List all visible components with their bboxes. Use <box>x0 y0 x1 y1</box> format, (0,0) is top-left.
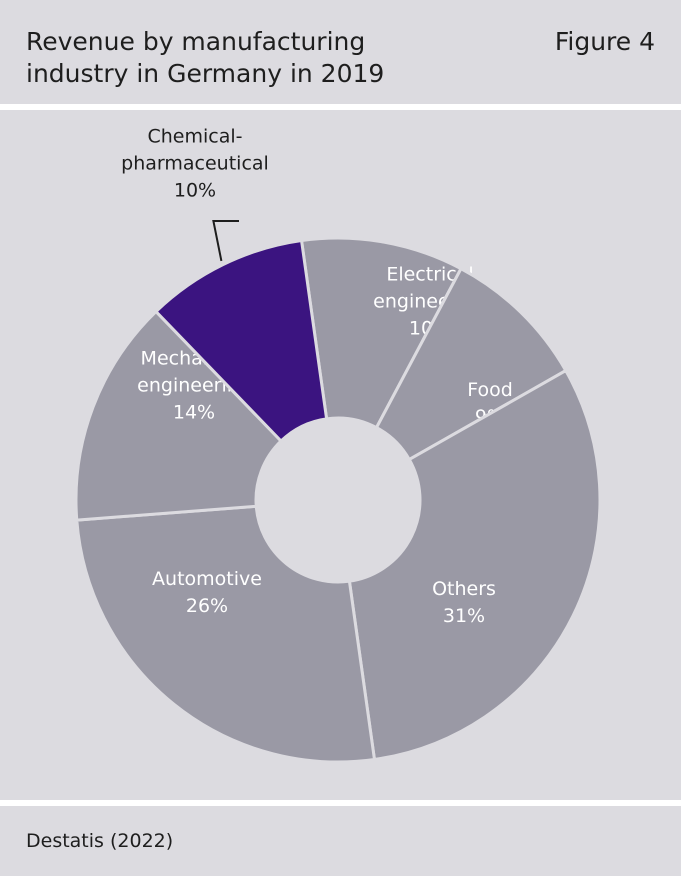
chart-title-line-2: industry in Germany in 2019 <box>26 59 385 88</box>
chart-title: Revenue by manufacturing industry in Ger… <box>26 26 506 90</box>
pie-slice <box>75 504 377 764</box>
slice-value-label: 10% <box>174 180 216 202</box>
slice-value-label: 14% <box>173 402 215 424</box>
source-note: Destatis (2022) <box>26 830 174 852</box>
pie-slice <box>74 309 284 522</box>
pie-slice <box>347 368 602 762</box>
pie-slice <box>153 238 329 444</box>
slice-value-label: 26% <box>186 595 228 617</box>
figure-label: Figure 4 <box>554 27 655 56</box>
chart-title-line-1: Revenue by manufacturing <box>26 27 366 56</box>
slice-category-label: pharmaceutical <box>121 153 269 175</box>
slice-category-label: Electrical <box>386 264 473 286</box>
leader-line <box>212 220 239 262</box>
slice-category-label: Food <box>467 379 513 401</box>
footer: Destatis (2022) <box>0 806 681 876</box>
pie-slice <box>299 236 464 430</box>
header: Revenue by manufacturing industry in Ger… <box>0 0 681 104</box>
slice-category-label: Automotive <box>152 568 262 590</box>
slice-category-label: Chemical- <box>147 126 242 148</box>
slice-category-label: Others <box>432 578 496 600</box>
slice-value-label: 31% <box>443 605 485 627</box>
